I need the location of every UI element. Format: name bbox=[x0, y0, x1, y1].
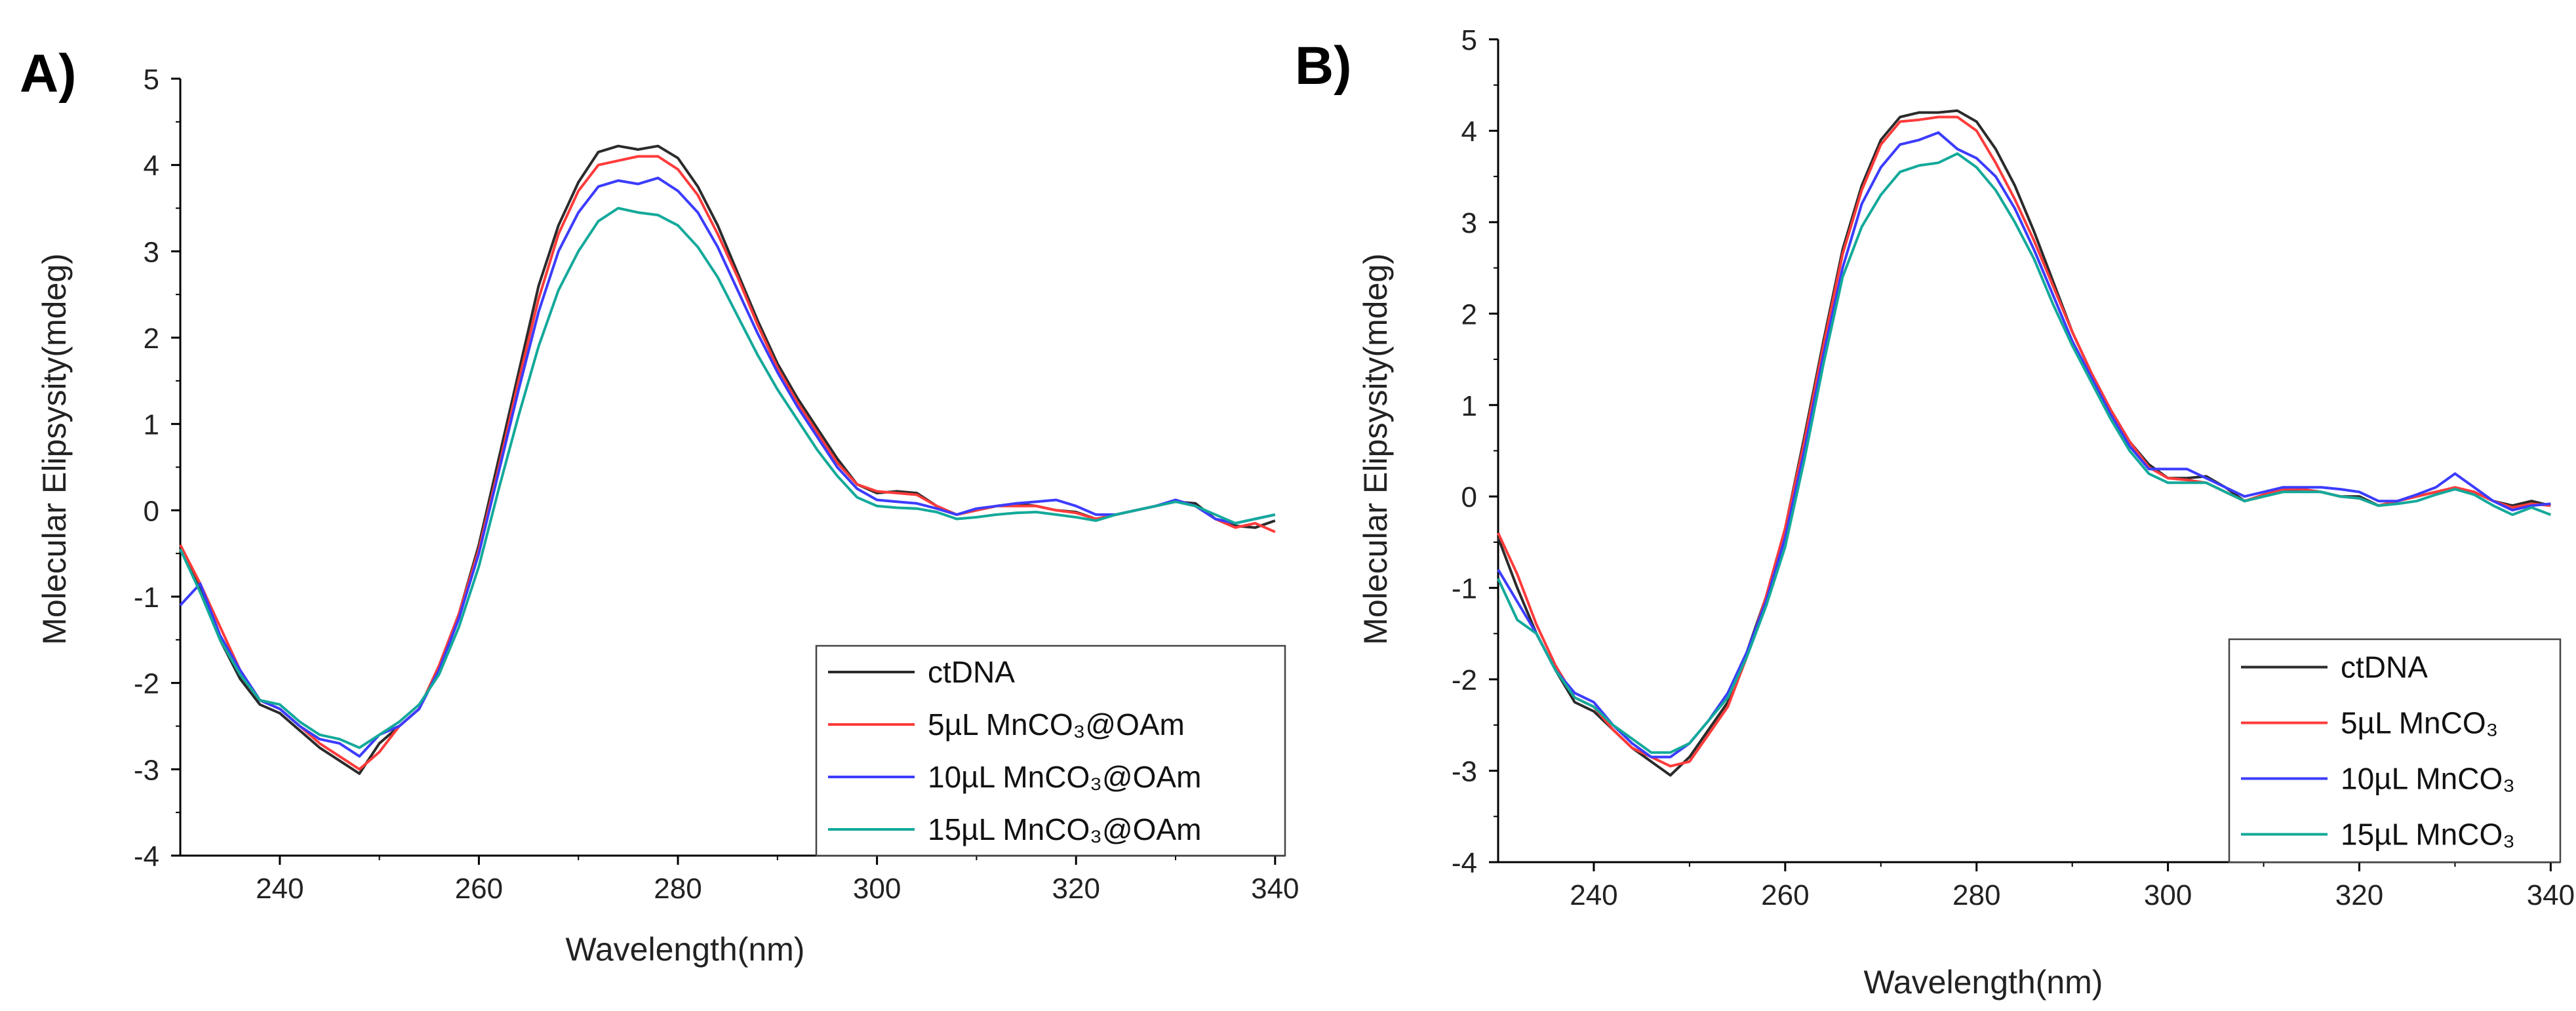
x-tick-label: 280 bbox=[654, 873, 702, 905]
legend-label: 10µL MnCO₃ bbox=[2341, 762, 2515, 796]
series-line-3 bbox=[179, 207, 1276, 749]
series-line-2 bbox=[179, 176, 1276, 758]
y-tick-label: 3 bbox=[144, 236, 159, 268]
y-tick-label: 5 bbox=[1461, 24, 1477, 56]
legend-label: ctDNA bbox=[2341, 650, 2428, 684]
y-tick-label: 0 bbox=[144, 495, 159, 527]
legend-label: 5µL MnCO₃@OAm bbox=[928, 707, 1185, 742]
y-tick-label: -1 bbox=[1452, 573, 1477, 605]
series-line-2 bbox=[1497, 131, 2551, 759]
legend-label: 15µL MnCO₃@OAm bbox=[928, 812, 1201, 846]
y-tick-label: 2 bbox=[144, 323, 159, 355]
x-tick-label: 300 bbox=[2144, 879, 2192, 911]
y-tick-label: 5 bbox=[144, 64, 159, 96]
legend-label: 5µL MnCO₃ bbox=[2341, 706, 2498, 740]
x-tick-label: 300 bbox=[853, 873, 901, 905]
y-tick-label: -4 bbox=[134, 841, 159, 873]
panel-a: A) Molecular Elipsysity(mdeg) Wavelength… bbox=[20, 44, 1299, 968]
y-tick-label: -1 bbox=[134, 582, 159, 614]
panel-b: B) Molecular Elipsysity(mdeg) Wavelength… bbox=[1295, 24, 2575, 1001]
x-tick-label: 260 bbox=[1761, 879, 1809, 911]
y-tick-label: 4 bbox=[144, 150, 159, 182]
y-tick-label: 0 bbox=[1461, 481, 1477, 513]
x-tick-label: 320 bbox=[2335, 879, 2383, 911]
legend-box bbox=[2228, 638, 2562, 863]
y-tick-label: -2 bbox=[1452, 664, 1477, 696]
y-tick-label: -3 bbox=[1452, 756, 1477, 788]
panel-a-label: A) bbox=[20, 44, 77, 104]
x-tick-label: 260 bbox=[455, 873, 503, 905]
y-tick-label: -2 bbox=[134, 668, 159, 700]
panel-b-y-axis-label: Molecular Elipsysity(mdeg) bbox=[1357, 253, 1394, 644]
x-tick-label: 340 bbox=[1251, 873, 1299, 905]
series-line-1 bbox=[179, 155, 1276, 771]
panel-a-x-axis-label: Wavelength(nm) bbox=[566, 931, 805, 968]
x-tick-label: 280 bbox=[1952, 879, 2000, 911]
x-tick-label: 320 bbox=[1052, 873, 1100, 905]
x-tick-label: 340 bbox=[2527, 879, 2575, 911]
series-line-3 bbox=[1497, 152, 2552, 754]
legend: ctDNA 5µL MnCO₃ 10µL MnCO₃ 15µL MnCO₃ bbox=[2228, 638, 2562, 863]
panel-b-label: B) bbox=[1295, 36, 1352, 96]
legend: ctDNA 5µL MnCO₃@OAm 10µL MnCO₃@OAm 15µL MnC… bbox=[815, 644, 1286, 857]
y-tick-label: -3 bbox=[134, 754, 159, 786]
panel-a-y-axis-label: Molecular Elipsysity(mdeg) bbox=[36, 253, 73, 644]
y-tick-label: 4 bbox=[1461, 115, 1477, 148]
legend-label: 15µL MnCO₃ bbox=[2341, 818, 2515, 852]
y-tick-label: -4 bbox=[1452, 847, 1477, 879]
x-tick-label: 240 bbox=[1570, 879, 1617, 911]
x-tick-label: 240 bbox=[256, 873, 304, 905]
y-tick-label: 1 bbox=[1461, 390, 1477, 422]
y-tick-label: 1 bbox=[144, 409, 159, 441]
legend-box bbox=[815, 644, 1286, 857]
legend-label: ctDNA bbox=[928, 655, 1015, 689]
panel-b-x-axis-label: Wavelength(nm) bbox=[1864, 964, 2103, 1001]
y-tick-label: 2 bbox=[1461, 298, 1477, 330]
y-tick-label: 3 bbox=[1461, 207, 1477, 239]
legend-label: 10µL MnCO₃@OAm bbox=[928, 760, 1201, 794]
